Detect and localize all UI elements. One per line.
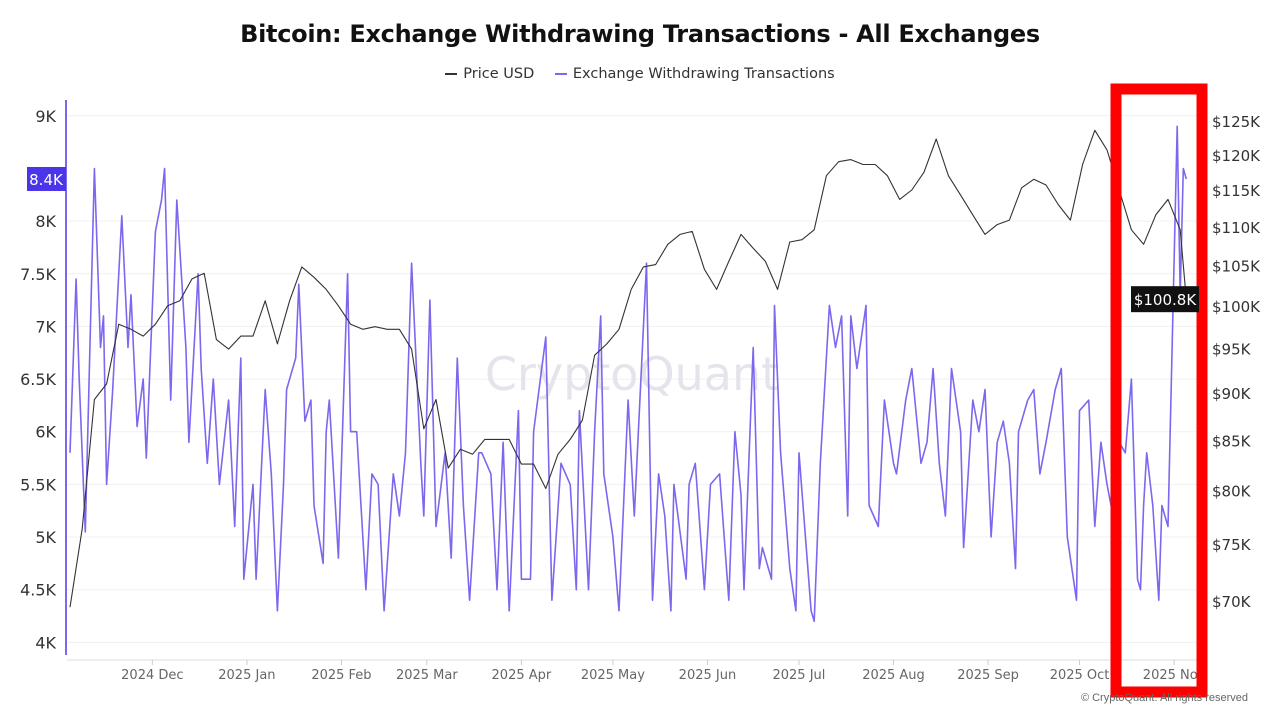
x-tick-label: 2025 Feb xyxy=(311,668,371,683)
y-left-tick-label: 7.5K xyxy=(20,265,56,284)
x-tick-label: 2025 Jun xyxy=(679,668,737,683)
x-tick-label: 2025 Jul xyxy=(772,668,825,683)
x-tick-label: 2024 Dec xyxy=(121,668,183,683)
y-right-tick-label: $95K xyxy=(1212,340,1252,358)
legend-swatch-price xyxy=(445,73,458,75)
copyright: © CryptoQuant. All rights reserved xyxy=(1080,692,1248,704)
x-tick-label: 2025 Sep xyxy=(957,668,1019,683)
watermark: CryptoQuant xyxy=(485,347,779,401)
legend-swatch-transactions xyxy=(554,73,567,75)
y-right-tick-label: $125K xyxy=(1212,113,1261,131)
x-tick-label: 2025 May xyxy=(581,668,645,683)
y-left-tick-label: 9K xyxy=(35,107,56,126)
y-right-tick-label: $80K xyxy=(1212,483,1252,501)
y-left-tick-label: 6K xyxy=(35,423,56,442)
series-group xyxy=(69,125,1188,623)
x-tick-label: 2025 Aug xyxy=(862,668,925,683)
y-left-tick-label: 5K xyxy=(35,528,56,547)
value-badges: 8.4K $100.8K xyxy=(27,166,1199,313)
chart-title: Bitcoin: Exchange Withdrawing Transactio… xyxy=(240,20,1040,48)
y-left-tick-label: 4K xyxy=(35,633,56,652)
x-tick-label: 2025 Nov xyxy=(1143,668,1206,683)
y-right-tick-label: $85K xyxy=(1212,432,1252,450)
y-right-tick-label: $110K xyxy=(1212,219,1261,237)
y-right-tick-label: $70K xyxy=(1212,593,1252,611)
legend-label-transactions: Exchange Withdrawing Transactions xyxy=(572,66,835,82)
axes: 4K 4.5K 5K 5.5K 6K 6.5K 7K 7.5K 8K 9K $70K $75K $80K… xyxy=(20,100,1261,683)
legend-label-price: Price USD xyxy=(463,66,535,82)
last-value-label-left: 8.4K xyxy=(29,171,64,189)
last-value-badge-right xyxy=(1131,286,1199,313)
y-left-tick-label: 6.5K xyxy=(20,370,56,389)
y-right-tick-label: $120K xyxy=(1212,147,1261,165)
highlight-box xyxy=(1110,83,1208,698)
series-line-transactions xyxy=(69,125,1188,623)
y-right-tick-label: $100K xyxy=(1212,298,1261,316)
y-right-tick-label: $75K xyxy=(1212,536,1252,554)
y-right-tick-label: $115K xyxy=(1212,182,1261,200)
y-right-tick-label: $105K xyxy=(1212,257,1261,275)
y-right-tick-label: $90K xyxy=(1212,385,1252,403)
last-value-badge-left xyxy=(27,166,66,191)
legend-item-price[interactable]: Price USD xyxy=(445,66,534,82)
x-tick-label: 2025 Apr xyxy=(492,668,552,683)
series-line-price xyxy=(69,129,1187,608)
x-tick-label: 2025 Oct xyxy=(1050,668,1110,683)
y-left-tick-label: 5.5K xyxy=(20,475,56,494)
last-value-label-right: $100.8K xyxy=(1134,291,1197,309)
y-left-tick-label: 8K xyxy=(35,212,56,231)
x-tick-label: 2025 Mar xyxy=(396,668,458,683)
legend-item-transactions[interactable]: Exchange Withdrawing Transactions xyxy=(554,66,835,82)
legend: Price USD Exchange Withdrawing Transacti… xyxy=(0,63,1280,82)
y-left-tick-label: 7K xyxy=(35,317,56,336)
x-tick-label: 2025 Jan xyxy=(218,668,275,683)
y-left-tick-label: 4.5K xyxy=(20,581,56,600)
